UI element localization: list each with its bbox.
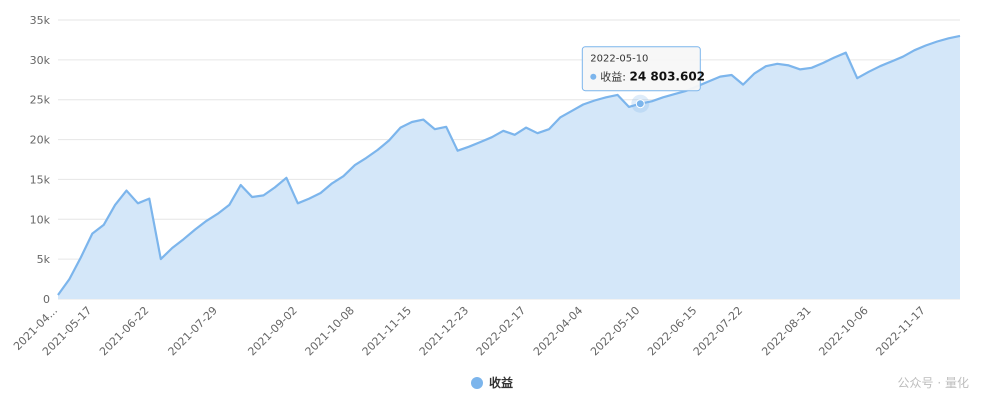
- x-tick-label: 2021-09-02: [245, 304, 299, 358]
- x-tick-label: 2021-12-23: [417, 304, 471, 358]
- x-tick-label: 2022-11-17: [873, 304, 927, 358]
- hover-point[interactable]: [635, 99, 645, 109]
- x-tick-label: 2021-10-08: [303, 304, 357, 358]
- series-area-fill: [58, 35, 960, 300]
- y-tick-label: 15k: [30, 173, 51, 186]
- x-tick-label: 2021-06-22: [97, 304, 151, 358]
- tooltip: 2022-05-10 收益: 24 803.602: [581, 46, 705, 113]
- x-tick-label: 2021-07-29: [166, 304, 220, 358]
- x-tick-label: 2022-04-04: [531, 304, 585, 358]
- y-tick-label: 35k: [30, 14, 51, 27]
- y-tick-label: 0: [43, 293, 50, 306]
- y-tick-label: 25k: [30, 94, 51, 107]
- x-tick-label: 2022-02-17: [474, 304, 528, 358]
- watermark-text: 公众号 · 量化: [897, 376, 969, 390]
- tooltip-value: 24 803.602: [630, 70, 706, 84]
- y-tick-label: 20k: [30, 134, 51, 147]
- y-tick-label: 10k: [30, 213, 51, 226]
- x-tick-label: 2022-05-10: [588, 304, 642, 358]
- tooltip-series-dot: [590, 73, 597, 80]
- series-area[interactable]: [57, 34, 961, 300]
- tooltip-box: [581, 46, 701, 92]
- legend[interactable]: 收益: [471, 375, 513, 390]
- x-tick-label: 2022-08-31: [759, 304, 813, 358]
- tooltip-date: 2022-05-10: [590, 54, 648, 65]
- x-axis: 2021-04...2021-05-17 2021-06-22 2021-07-29…: [11, 304, 928, 358]
- y-axis: 0 5k 10k 15k 20k 25k 30k 35k: [30, 14, 51, 306]
- y-tick-label: 5k: [37, 253, 51, 266]
- tooltip-series-label: 收益: 24 803.602: [600, 70, 705, 84]
- legend-symbol[interactable]: [471, 377, 483, 389]
- x-tick-label: 2022-07-22: [691, 304, 745, 358]
- series-line[interactable]: [57, 34, 961, 296]
- legend-label[interactable]: 收益: [489, 375, 513, 390]
- x-tick-label: 2022-10-06: [816, 304, 870, 358]
- x-tick-label: 2021-11-15: [360, 304, 414, 358]
- y-tick-label: 30k: [30, 54, 51, 67]
